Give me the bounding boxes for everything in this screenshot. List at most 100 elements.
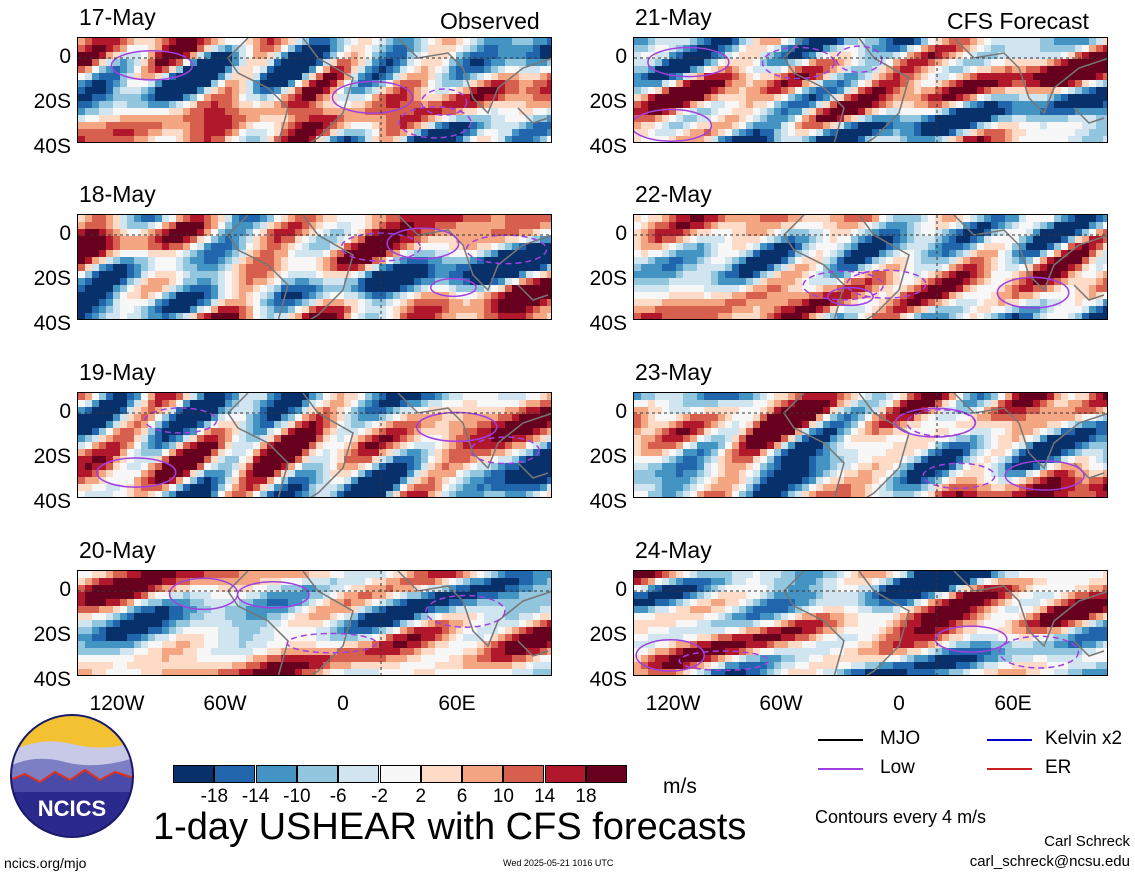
heat-cell bbox=[428, 122, 435, 129]
heat-cell bbox=[533, 613, 540, 620]
heat-cell bbox=[190, 278, 197, 285]
heat-cell bbox=[365, 456, 372, 463]
heat-cell bbox=[141, 634, 148, 641]
heat-cell bbox=[900, 45, 907, 52]
heat-cell bbox=[274, 620, 281, 627]
heat-cell bbox=[232, 428, 239, 435]
heat-cell bbox=[113, 285, 120, 292]
heat-cell bbox=[540, 292, 547, 299]
heat-cell bbox=[505, 414, 512, 421]
heat-cell bbox=[85, 442, 92, 449]
heat-cell bbox=[358, 669, 365, 675]
heat-cell bbox=[309, 94, 316, 101]
heat-cell bbox=[442, 400, 449, 407]
heat-cell bbox=[239, 271, 246, 278]
heat-cell bbox=[176, 463, 183, 470]
heat-cell bbox=[92, 449, 99, 456]
heat-cell bbox=[204, 578, 211, 585]
heat-cell bbox=[337, 662, 344, 669]
heat-cell bbox=[414, 606, 421, 613]
heat-cell bbox=[540, 73, 547, 80]
heat-cell bbox=[351, 592, 358, 599]
heat-cell bbox=[456, 122, 463, 129]
heat-cell bbox=[526, 599, 533, 606]
heat-cell bbox=[232, 477, 239, 484]
heat-cell bbox=[379, 669, 386, 675]
heat-cell bbox=[288, 400, 295, 407]
heat-cell bbox=[302, 655, 309, 662]
heat-cell bbox=[851, 59, 858, 66]
y-tick-label: 0 bbox=[59, 400, 71, 423]
heat-cell bbox=[120, 66, 127, 73]
heat-cell bbox=[526, 122, 533, 129]
heat-cell bbox=[274, 66, 281, 73]
heat-cell bbox=[442, 66, 449, 73]
heat-cell bbox=[155, 634, 162, 641]
heat-cell bbox=[288, 421, 295, 428]
heat-cell bbox=[428, 400, 435, 407]
heat-cell bbox=[316, 470, 323, 477]
er-legend-label: ER bbox=[1045, 757, 1072, 778]
heat-cell bbox=[337, 136, 344, 142]
heat-cell bbox=[456, 627, 463, 634]
heat-cell bbox=[309, 250, 316, 257]
heat-cell bbox=[484, 306, 491, 313]
heat-cell bbox=[127, 250, 134, 257]
heat-cell bbox=[309, 620, 316, 627]
heat-cell bbox=[260, 271, 267, 278]
heat-cell bbox=[316, 449, 323, 456]
heat-cell bbox=[1040, 73, 1047, 80]
heat-cell bbox=[648, 80, 655, 87]
heat-cell bbox=[365, 470, 372, 477]
heat-cell bbox=[141, 229, 148, 236]
heat-cell bbox=[407, 407, 414, 414]
heat-cell bbox=[470, 299, 477, 306]
heat-cell bbox=[134, 285, 141, 292]
heat-cell bbox=[155, 236, 162, 243]
heat-cell bbox=[141, 393, 148, 400]
heat-cell bbox=[547, 421, 551, 428]
heat-cell bbox=[274, 285, 281, 292]
heat-cell bbox=[316, 257, 323, 264]
heat-cell bbox=[232, 578, 239, 585]
heat-cell bbox=[491, 115, 498, 122]
heat-cell bbox=[1054, 66, 1061, 73]
heat-cell bbox=[190, 442, 197, 449]
heat-cell bbox=[183, 250, 190, 257]
heat-cell bbox=[148, 80, 155, 87]
website-link[interactable]: ncics.org/mjo bbox=[4, 855, 87, 871]
heat-cell bbox=[519, 407, 526, 414]
heat-cell bbox=[155, 606, 162, 613]
heat-cell bbox=[78, 236, 85, 243]
heat-cell bbox=[435, 648, 442, 655]
heat-cell bbox=[498, 613, 505, 620]
heat-cell bbox=[760, 45, 767, 52]
heat-cell bbox=[386, 285, 393, 292]
heat-cell bbox=[393, 393, 400, 400]
heat-cell bbox=[456, 407, 463, 414]
heat-cell bbox=[246, 313, 253, 319]
heat-cell bbox=[421, 299, 428, 306]
heat-cell bbox=[1047, 73, 1054, 80]
heat-cell bbox=[127, 421, 134, 428]
heat-cell bbox=[267, 250, 274, 257]
heat-cell bbox=[358, 414, 365, 421]
heat-cell bbox=[204, 627, 211, 634]
heat-cell bbox=[386, 599, 393, 606]
heat-cell bbox=[113, 264, 120, 271]
heat-cell bbox=[169, 222, 176, 229]
heat-cell bbox=[211, 80, 218, 87]
heat-cell bbox=[358, 115, 365, 122]
heat-cell bbox=[92, 620, 99, 627]
heat-cell bbox=[498, 38, 505, 45]
heat-cell bbox=[260, 662, 267, 669]
heat-cell bbox=[442, 250, 449, 257]
heat-cell bbox=[456, 257, 463, 264]
heat-cell bbox=[176, 449, 183, 456]
heat-cell bbox=[330, 250, 337, 257]
heat-cell bbox=[512, 421, 519, 428]
heat-cell bbox=[358, 52, 365, 59]
heat-cell bbox=[316, 599, 323, 606]
heat-cell bbox=[190, 108, 197, 115]
heat-cell bbox=[330, 73, 337, 80]
